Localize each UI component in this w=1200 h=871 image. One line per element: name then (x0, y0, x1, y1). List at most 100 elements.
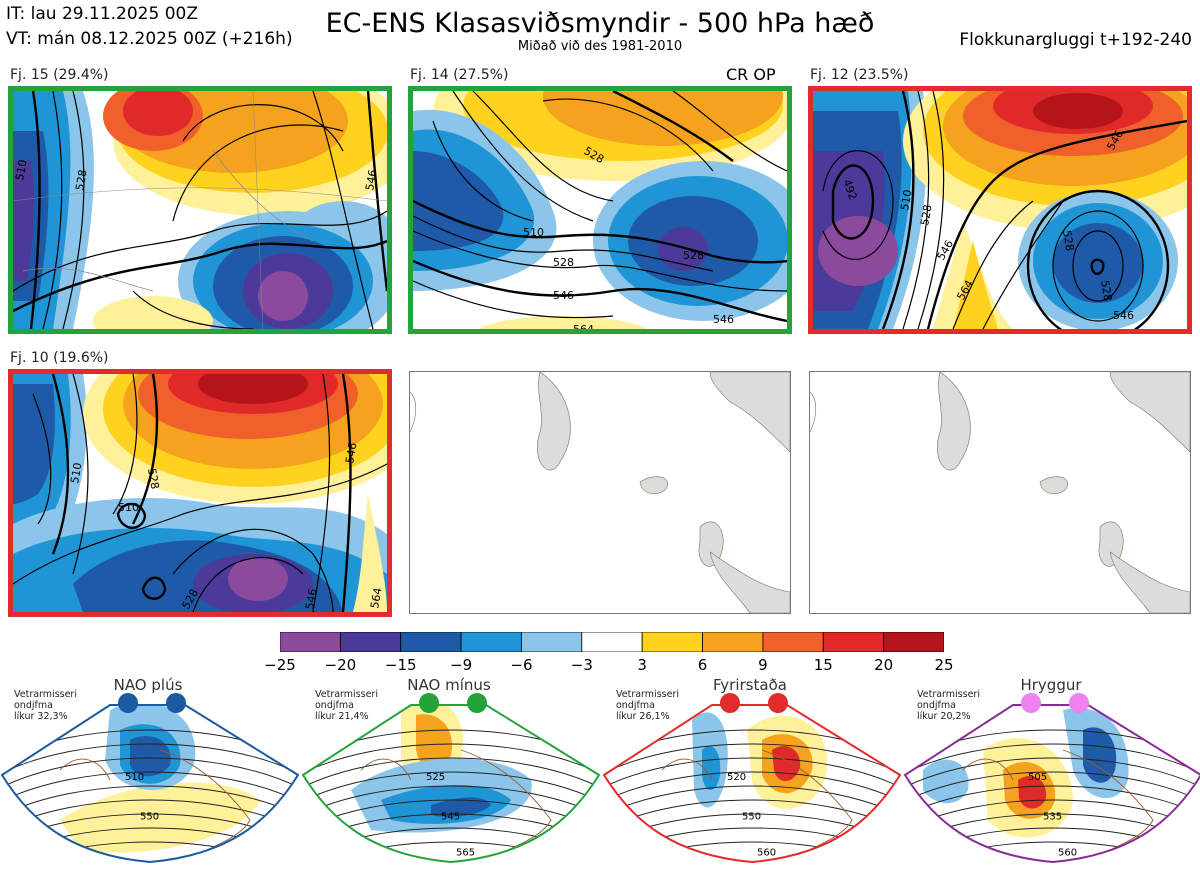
cluster-map-4: 510 528 510 546 564 528 546 (8, 369, 392, 617)
cluster-map-1: 510 528 546 (8, 86, 392, 334)
regime-note-line: Vetrarmisseri (315, 689, 378, 700)
height-contour (905, 785, 1200, 817)
colorbar-tick-label: −15 (384, 656, 417, 674)
panel-label-1: Fj. 15 (29.4%) (10, 67, 109, 83)
regime-contour-label: 505 (1028, 772, 1047, 783)
svg-text:546: 546 (363, 169, 379, 192)
regime-name: NAO plús (113, 676, 183, 694)
page-title: EC-ENS Klasasviðsmyndir - 500 hPa hæð (325, 8, 875, 39)
regime-name: NAO mínus (407, 676, 491, 694)
regime-contour-label: 535 (1043, 812, 1062, 823)
svg-text:510: 510 (68, 462, 84, 485)
height-contour (2, 743, 298, 775)
regime-note-line: líkur 32,3% (14, 711, 68, 722)
height-contour (905, 771, 1200, 803)
regime-note: Vetrarmisseri ondjfma líkur 26,1% (616, 689, 679, 722)
colorbar-tick-label: 3 (637, 656, 647, 674)
colorbar-segment (280, 632, 341, 652)
height-contour (604, 757, 900, 789)
anomaly-area (130, 736, 171, 777)
colorbar-segment (460, 632, 522, 652)
svg-text:546: 546 (343, 442, 359, 465)
svg-text:564: 564 (573, 323, 594, 329)
regime-note-line: líkur 20,2% (917, 711, 971, 722)
height-contour (2, 771, 298, 803)
anomaly-area (923, 759, 969, 804)
regime-map: 505 535 560 (903, 704, 1200, 864)
regime-contour-label: 550 (140, 812, 159, 823)
anomaly-area (772, 746, 801, 782)
valid-time: VT: mán 08.12.2025 00Z (+216h) (6, 29, 293, 49)
cluster-map-3: 492 510 528 546 564 528 528 546 546 (808, 86, 1192, 334)
regime-border (301, 704, 601, 864)
regime-name: Hryggur (1020, 676, 1082, 694)
svg-text:528: 528 (73, 169, 89, 192)
colorbar-tick-label: −25 (264, 656, 296, 674)
colorbar-tick-label: 25 (934, 656, 954, 674)
panel-label-4: Fj. 10 (19.6%) (10, 350, 109, 366)
empty-map-6 (809, 371, 1191, 614)
classification-window: Flokkunargluggi t+192-240 (959, 30, 1192, 50)
regime-marker-dot (166, 693, 186, 713)
regime-contour-label: 565 (456, 848, 475, 859)
regime-contour-label: 520 (727, 772, 746, 783)
regime-note-line: líkur 26,1% (616, 711, 670, 722)
svg-text:510: 510 (898, 189, 914, 212)
regime-note-line: ondjfma (14, 700, 53, 711)
anomaly-area (60, 782, 260, 853)
regime-note: Vetrarmisseri ondjfma líkur 20,2% (917, 689, 980, 722)
regime-marker-dot (467, 693, 487, 713)
regime-note-line: ondjfma (917, 700, 956, 711)
panel-label-3: Fj. 12 (23.5%) (810, 67, 909, 83)
regime-contour-label: 545 (441, 812, 460, 823)
regime-border (0, 704, 300, 864)
height-contour (905, 757, 1200, 789)
svg-text:528: 528 (683, 249, 704, 262)
height-contour (303, 757, 599, 789)
height-contour (604, 771, 900, 803)
cluster-map-2: 510 528 546 564 528 546 528 (408, 86, 792, 334)
regime-contour-label: 560 (757, 848, 776, 859)
colorbar-tick-label: −3 (570, 656, 593, 674)
regime-note-line: Vetrarmisseri (616, 689, 679, 700)
colorbar-segment (702, 632, 764, 652)
colorbar-segment (521, 632, 583, 652)
regime-map: 525 545 565 (301, 704, 601, 864)
regime-note-line: ondjfma (616, 700, 655, 711)
regime-note-line: Vetrarmisseri (14, 689, 77, 700)
height-contour (905, 743, 1200, 775)
svg-text:546: 546 (713, 313, 734, 326)
colorbar-tick-label: 6 (697, 656, 708, 674)
colorbar-segment (762, 632, 824, 652)
height-contour (2, 757, 298, 789)
colorbar-segment (339, 632, 402, 652)
colorbar-segment (883, 632, 944, 652)
regime-note-line: Vetrarmisseri (917, 689, 980, 700)
svg-text:564: 564 (368, 587, 384, 610)
anomaly-area (416, 714, 452, 770)
colorbar-segment (822, 632, 885, 652)
regime-border (602, 704, 902, 864)
regime-marker-dot (1021, 693, 1041, 713)
anomaly-area (431, 797, 491, 817)
regime-marker-dot (118, 693, 138, 713)
regime-border (903, 704, 1200, 864)
height-contour (303, 743, 599, 775)
regime-note: Vetrarmisseri ondjfma líkur 21,4% (315, 689, 378, 722)
svg-text:510: 510 (13, 159, 29, 182)
cr-op-tag: CR OP (726, 65, 776, 84)
regime-map: 520 550 560 (602, 704, 902, 864)
regime-contour-label: 510 (125, 772, 144, 783)
init-time: IT: lau 29.11.2025 00Z (6, 4, 198, 24)
colorbar-segment (400, 632, 462, 652)
anomaly-area (1083, 727, 1117, 783)
regime-marker-dot (1069, 693, 1089, 713)
svg-text:528: 528 (1098, 279, 1114, 302)
colorbar-tick-label: 15 (813, 656, 833, 674)
height-contour (2, 785, 298, 817)
regime-note-line: líkur 21,4% (315, 711, 369, 722)
svg-text:546: 546 (303, 588, 319, 611)
colorbar-tick-label: −9 (450, 656, 473, 674)
regime-name: Fyrirstaða (713, 676, 787, 694)
regime-contour-label: 560 (1058, 848, 1077, 859)
